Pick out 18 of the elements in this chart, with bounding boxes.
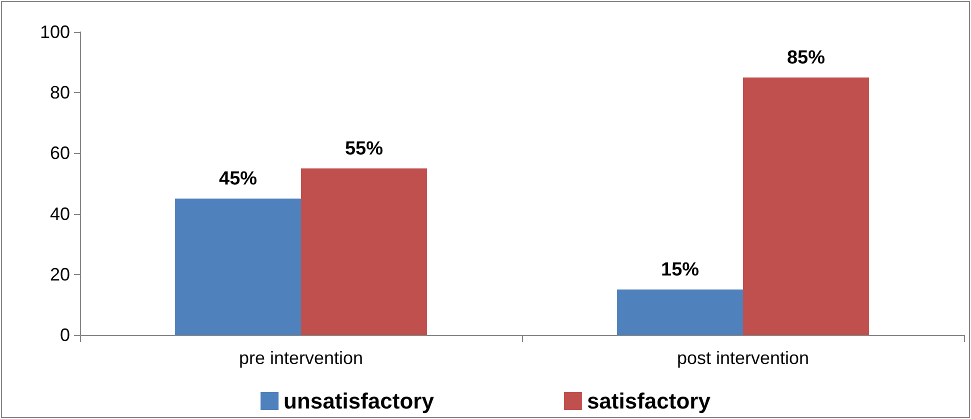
data-label: 55% xyxy=(344,138,384,160)
x-tick-label: post intervention xyxy=(676,348,810,368)
data-label: 45% xyxy=(219,168,258,190)
x-tick-label: pre intervention xyxy=(238,348,364,368)
y-tick-label: 40 xyxy=(50,204,70,224)
y-tick-label: 100 xyxy=(40,22,70,42)
data-label: 15% xyxy=(661,260,700,281)
y-tick-label: 60 xyxy=(50,143,70,164)
bar xyxy=(175,198,301,335)
y-tick-label: 0 xyxy=(60,325,70,345)
y-tick-label: 80 xyxy=(50,82,70,103)
y-tick-label: 20 xyxy=(50,264,70,284)
legend-label: unsatisfactory xyxy=(284,388,435,414)
bar xyxy=(617,290,743,335)
bar xyxy=(743,77,869,335)
legend-label: satisfactory xyxy=(586,388,712,414)
data-label: 85% xyxy=(786,47,826,68)
bar xyxy=(301,168,427,335)
